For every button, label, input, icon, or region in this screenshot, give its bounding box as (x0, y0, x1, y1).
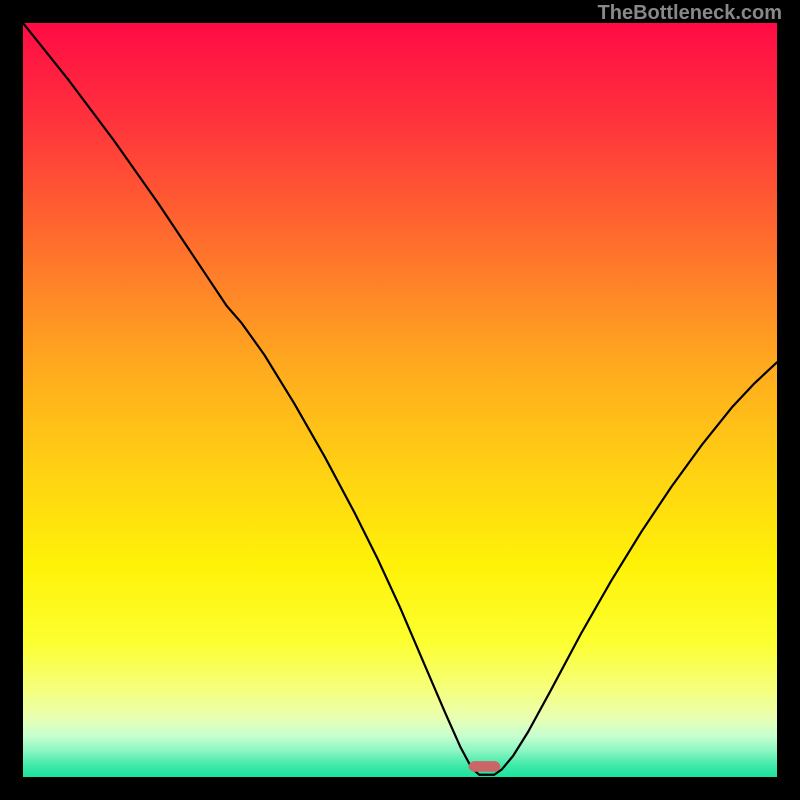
chart-frame: TheBottleneck.com (0, 0, 800, 800)
chart-background (23, 23, 777, 777)
optimal-marker (469, 761, 501, 772)
plot-area (23, 23, 777, 777)
watermark-text: TheBottleneck.com (598, 2, 782, 25)
bottleneck-chart (23, 23, 777, 777)
